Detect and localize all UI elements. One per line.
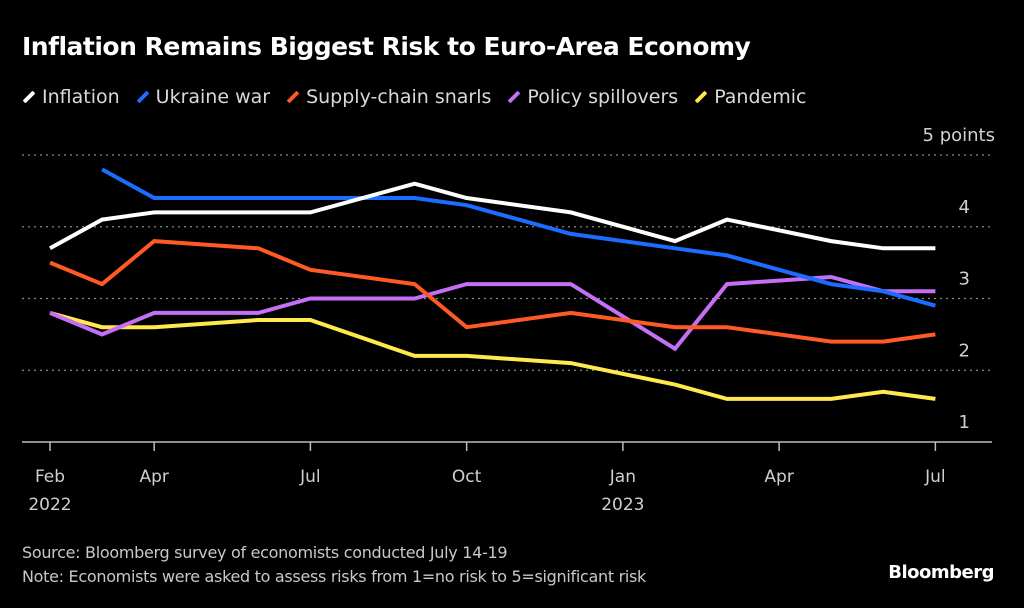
series-line-pandemic — [49, 310, 936, 401]
x-tick-label: Apr — [139, 467, 168, 487]
x-tick-label: Jan — [609, 467, 636, 487]
x-tick-label: Feb — [35, 467, 65, 487]
chart-title: Inflation Remains Biggest Risk to Euro-A… — [22, 32, 751, 61]
legend-label: Policy spillovers — [527, 86, 679, 108]
series-line-inflation — [49, 181, 936, 251]
bloomberg-logo: Bloomberg — [888, 562, 994, 583]
legend-label: Ukraine war — [155, 86, 271, 108]
legend-label: Pandemic — [714, 86, 807, 108]
legend-item-pandemic: Pandemic — [694, 86, 806, 108]
x-tick-label: Apr — [764, 467, 793, 487]
y-tick-label: 5 points — [923, 125, 995, 146]
series-line-supply-chain-snarls — [49, 239, 936, 344]
legend-item-inflation: Inflation — [22, 86, 120, 108]
x-tick-sublabel: 2022 — [28, 495, 71, 515]
footer: Source: Bloomberg survey of economists c… — [22, 541, 646, 589]
x-tick-label: Jul — [924, 467, 946, 487]
x-tick-label: Oct — [452, 467, 482, 487]
legend-item-policy-spillovers: Policy spillovers — [507, 86, 678, 108]
x-tick-label: Jul — [299, 467, 321, 487]
legend: Inflation Ukraine war Supply-chain snarl… — [22, 86, 806, 108]
series-line-policy-spillovers — [49, 274, 936, 352]
legend-item-ukraine-war: Ukraine war — [136, 86, 270, 108]
legend-label: Inflation — [42, 86, 120, 108]
y-tick-label: 4 — [959, 197, 970, 218]
source-text: Source: Bloomberg survey of economists c… — [22, 543, 508, 562]
note-text: Note: Economists were asked to assess ri… — [22, 567, 647, 586]
y-tick-label: 1 — [959, 412, 970, 433]
y-tick-label: 2 — [959, 340, 970, 361]
y-tick-label: 3 — [959, 269, 970, 290]
x-tick-sublabel: 2023 — [601, 495, 644, 515]
series-line-ukraine-war — [101, 167, 936, 308]
legend-label: Supply-chain snarls — [306, 86, 492, 108]
legend-item-supply-chain: Supply-chain snarls — [286, 86, 491, 108]
